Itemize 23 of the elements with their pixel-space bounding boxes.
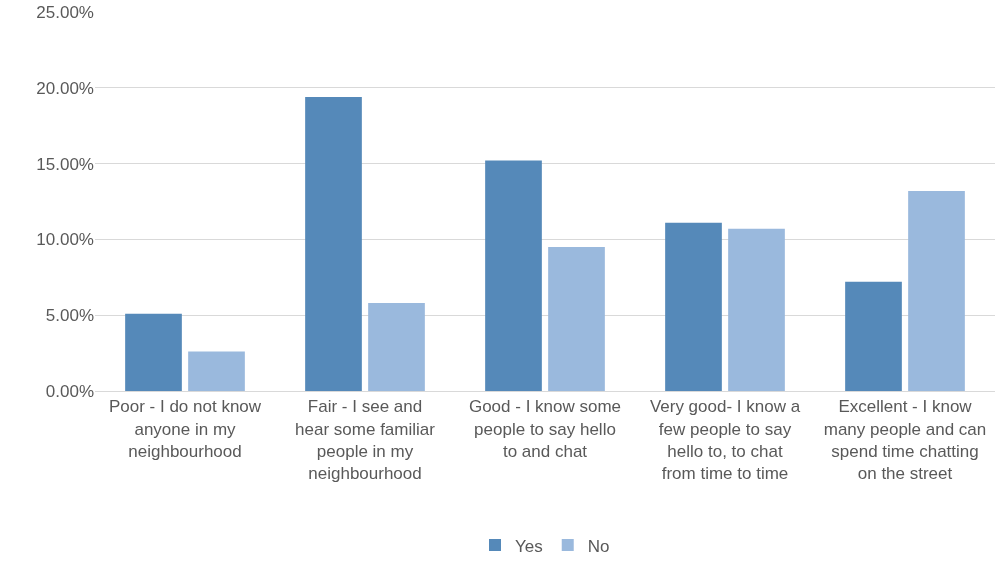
x-tick-label: Fair - I see and hear some familiar people in my neighbourhood xyxy=(295,397,436,483)
bar xyxy=(188,351,245,391)
bar xyxy=(485,160,542,391)
x-tick-label: Very good- I know a few people to say hello to, to chat from time to time xyxy=(649,397,801,483)
bar xyxy=(305,96,362,391)
bar xyxy=(548,246,605,391)
bar xyxy=(845,281,902,391)
y-tick-label: 20.00% xyxy=(36,78,94,98)
legend-label: Yes xyxy=(515,536,543,556)
x-tick-label: Excellent - I know many people and can spend time chatting on the street xyxy=(823,397,987,483)
y-tick-label: 25.00% xyxy=(36,2,94,22)
bar xyxy=(665,222,722,391)
y-tick-label: 15.00% xyxy=(36,154,94,174)
y-tick-label: 0.00% xyxy=(45,381,94,401)
y-tick-label: 10.00% xyxy=(36,230,94,250)
legend-label: No xyxy=(587,536,610,556)
bar xyxy=(728,228,785,391)
x-tick-label: Poor - I do not know anyone in my neighbourhood xyxy=(108,397,262,461)
y-tick-label: 5.00% xyxy=(45,306,94,326)
bar xyxy=(908,190,965,391)
x-tick-label: Good - I know some people to say hello to and chat xyxy=(468,397,622,461)
bar xyxy=(368,303,425,391)
bar xyxy=(125,313,182,391)
